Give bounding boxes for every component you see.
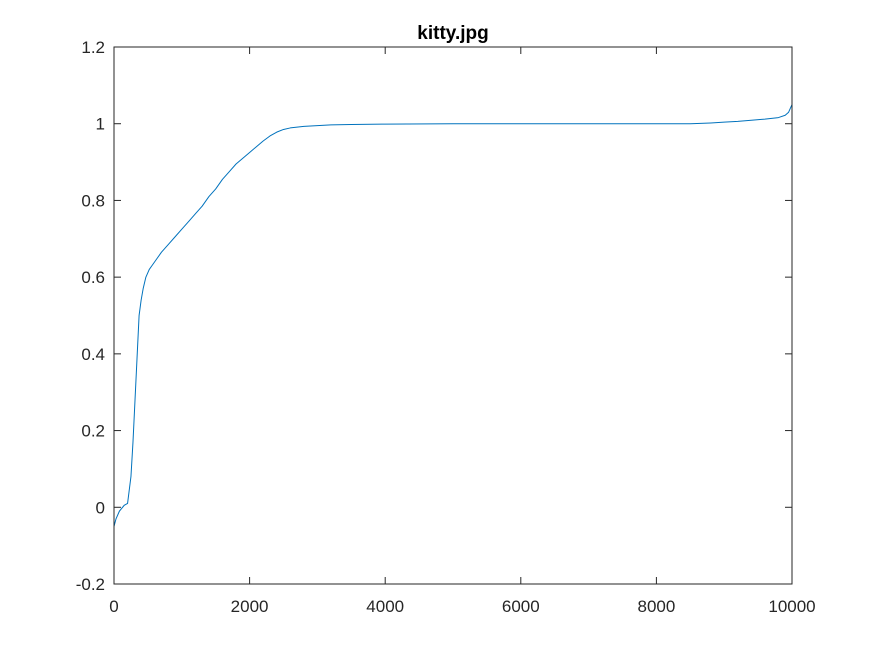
y-tick-label: 1.2 (81, 38, 105, 57)
y-tick-label: 0.4 (81, 345, 105, 364)
x-tick-label: 8000 (637, 597, 675, 616)
x-tick-label: 4000 (366, 597, 404, 616)
x-tick-label: 2000 (231, 597, 269, 616)
y-tick-label: 0.8 (81, 191, 105, 210)
y-tick-label: -0.2 (76, 575, 105, 594)
x-axis: 0 2000 4000 6000 8000 10000 (109, 47, 816, 616)
y-tick-label: 0.2 (81, 422, 105, 441)
y-axis: -0.2 0 0.2 0.4 0.6 0.8 1 1.2 (76, 38, 792, 594)
y-tick-label: 1 (96, 115, 105, 134)
x-tick-label: 10000 (768, 597, 815, 616)
axes-box (114, 47, 792, 584)
axes-frame (113, 46, 793, 585)
x-tick-label: 0 (109, 597, 118, 616)
chart-title: kitty.jpg (417, 23, 488, 44)
plot-area (113, 46, 793, 585)
y-tick-label: 0.6 (81, 268, 105, 287)
series-line (113, 104, 793, 527)
x-tick-label: 6000 (502, 597, 540, 616)
y-tick-label: 0 (96, 498, 105, 517)
